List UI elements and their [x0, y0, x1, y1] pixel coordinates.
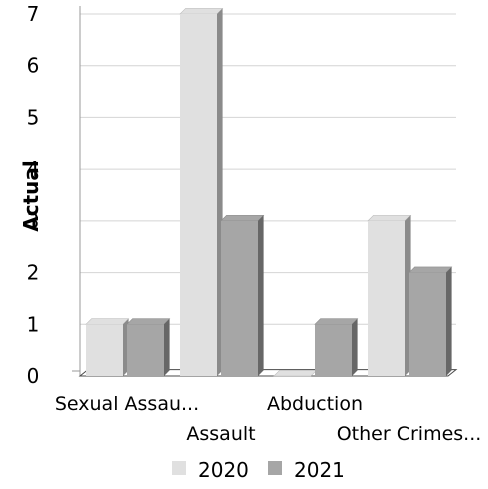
bar-top — [367, 214, 412, 222]
legend-label: 2021 — [294, 458, 345, 482]
bar-2021-0 — [126, 318, 171, 376]
bar-2020-3 — [367, 214, 412, 376]
bar-top — [273, 370, 318, 377]
bar-top — [220, 214, 265, 222]
bar-2020-2 — [273, 370, 318, 377]
legend-item-2021: 2021 — [268, 458, 345, 482]
bar-front — [409, 272, 446, 376]
legend-label: 2020 — [198, 458, 249, 482]
bar-side — [258, 215, 264, 376]
bar-2020-0 — [85, 318, 130, 376]
bar-side — [352, 318, 358, 376]
bar-top — [179, 8, 224, 15]
y-tick-label: 7 — [27, 2, 40, 26]
y-tick-labels: 0 1 2 3 4 5 6 7 — [27, 2, 40, 388]
bar-2021-1 — [220, 214, 265, 376]
bar-2020-1 — [179, 8, 224, 377]
y-axis-title: Actual — [19, 160, 43, 231]
y-tick-label: 1 — [27, 312, 40, 336]
y-tick-label: 3 — [27, 209, 40, 233]
x-category-label: Other Crimes... — [337, 423, 482, 445]
y-tick-label: 6 — [27, 54, 40, 78]
x-category-label: Assault — [186, 423, 255, 445]
legend-swatch — [268, 461, 282, 475]
bar-front — [86, 324, 123, 376]
x-category-label: Abduction — [267, 393, 363, 415]
bar-front — [127, 324, 164, 376]
bar-top — [408, 266, 453, 273]
bar-top — [126, 318, 171, 325]
bar-front — [221, 220, 258, 376]
legend-item-2020: 2020 — [172, 458, 249, 482]
y-tick-label: 0 — [27, 364, 40, 388]
bar-front — [315, 324, 352, 376]
bar-2021-2 — [314, 318, 359, 376]
bar-side — [164, 318, 170, 376]
y-tick-label: 2 — [27, 261, 40, 285]
bar-top — [314, 318, 359, 325]
bars — [85, 8, 453, 377]
gridlines — [80, 13, 456, 325]
bar-front — [180, 14, 217, 376]
legend: 2020 2021 — [172, 458, 345, 482]
y-tick-label: 5 — [27, 105, 40, 129]
bar-front — [368, 220, 405, 376]
legend-swatch — [172, 461, 186, 475]
y-tick-label: 4 — [27, 157, 40, 181]
bar-2021-3 — [408, 266, 453, 376]
x-category-label: Sexual Assau... — [55, 393, 199, 415]
bar-side — [446, 266, 452, 376]
bar-top — [85, 318, 130, 325]
x-category-labels: Sexual Assau... Assault Abduction Other Cri… — [55, 393, 481, 445]
